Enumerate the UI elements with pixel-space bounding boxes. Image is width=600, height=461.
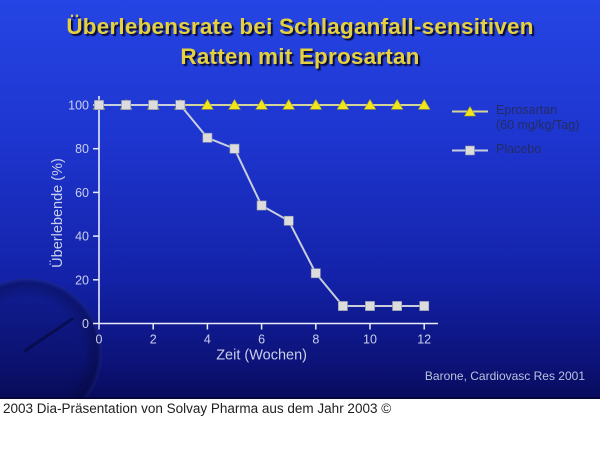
eprosartan-marker <box>309 98 323 110</box>
placebo-marker <box>148 100 159 110</box>
eprosartan-marker <box>417 98 431 110</box>
placebo-marker <box>365 301 375 311</box>
y-tick-label: 80 <box>75 142 89 156</box>
x-tick-label: 0 <box>96 333 103 347</box>
y-tick-label: 100 <box>68 99 89 113</box>
placebo-marker <box>202 132 213 143</box>
eprosartan-legend-line2: (60 mg/kg/Tag) <box>496 117 580 132</box>
placebo-marker <box>175 100 186 110</box>
x-tick-label: 10 <box>363 333 377 347</box>
legend-item-eprosartan: Eprosartan (60 mg/kg/Tag) <box>451 103 579 133</box>
eprosartan-marker <box>336 98 350 110</box>
eprosartan-marker <box>363 98 377 110</box>
chart-legend: Eprosartan (60 mg/kg/Tag) Placebo <box>451 103 579 157</box>
x-tick-label: 8 <box>312 333 319 347</box>
x-tick-label: 12 <box>417 333 431 347</box>
placebo-marker <box>337 301 348 311</box>
x-tick-label: 4 <box>204 333 211 347</box>
y-tick-label: 0 <box>82 317 89 331</box>
placebo-marker <box>256 200 267 211</box>
eprosartan-marker <box>390 98 404 110</box>
placebo-legend-line1: Placebo <box>496 141 542 156</box>
y-tick-label: 20 <box>75 273 89 287</box>
placebo-marker <box>283 215 294 226</box>
x-axis-title: Zeit (Wochen) <box>216 348 307 364</box>
eprosartan-marker <box>255 98 268 110</box>
placebo-marker <box>392 301 402 311</box>
survival-line-chart: 0 20 40 60 80 100 0 2 4 6 8 10 12 Überlebende (%) Zeit… <box>48 96 438 364</box>
eprosartan-legend-line1: Eprosartan <box>496 103 558 117</box>
placebo-marker <box>121 100 131 110</box>
eprosartan-marker <box>201 98 214 110</box>
placebo-marker <box>419 301 430 311</box>
slide-title-line2: Ratten mit Eprosartan <box>180 43 420 69</box>
eprosartan-legend-marker-icon <box>452 105 488 117</box>
eprosartan-legend-label: Eprosartan (60 mg/kg/Tag) <box>496 103 579 133</box>
placebo-marker <box>94 100 104 110</box>
y-tick-label: 40 <box>75 230 89 244</box>
slide-title: Überlebensrate bei Schlaganfall-sensitiv… <box>0 12 600 71</box>
slide-background: Überlebensrate bei Schlaganfall-sensitiv… <box>0 0 600 399</box>
x-tick-label: 2 <box>150 333 157 347</box>
y-tick-label: 60 <box>75 186 89 200</box>
footer-strip: 2003 Dia-Präsentation von Solvay Pharma … <box>0 399 600 461</box>
x-tick-label: 6 <box>258 333 265 347</box>
footer-caption: 2003 Dia-Präsentation von Solvay Pharma … <box>3 401 392 416</box>
placebo-legend-marker-icon <box>452 145 488 155</box>
placebo-legend-label: Placebo <box>496 142 541 157</box>
y-axis-title: Überlebende (%) <box>48 158 66 268</box>
citation: Barone, Cardiovasc Res 2001 <box>424 369 585 383</box>
eprosartan-marker <box>228 98 241 110</box>
legend-item-placebo: Placebo <box>451 142 579 157</box>
eprosartan-marker <box>282 98 296 110</box>
placebo-marker <box>310 268 321 279</box>
slide-title-line1: Überlebensrate bei Schlaganfall-sensitiv… <box>66 14 534 39</box>
placebo-marker <box>229 143 240 154</box>
